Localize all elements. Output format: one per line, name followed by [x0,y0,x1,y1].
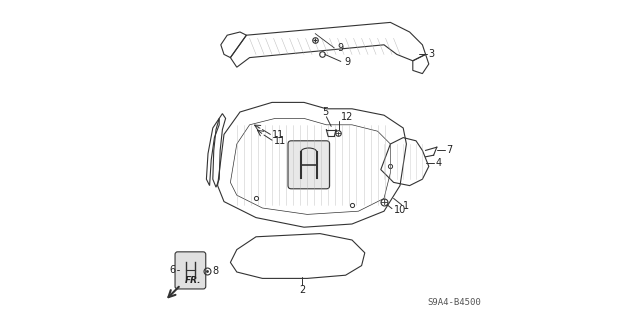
Text: 7: 7 [447,145,452,156]
Text: 4: 4 [435,158,442,168]
Text: 2: 2 [300,284,305,295]
Text: FR.: FR. [185,276,202,285]
Text: 11: 11 [272,130,284,140]
Text: 5: 5 [323,107,328,117]
Text: 8: 8 [212,266,219,276]
Text: 12: 12 [341,112,353,122]
Text: 6: 6 [170,265,176,276]
Text: 9: 9 [344,57,350,67]
Text: 3: 3 [429,49,435,60]
Text: S9A4-B4500: S9A4-B4500 [428,298,481,307]
Text: 11: 11 [274,136,286,146]
FancyBboxPatch shape [175,252,206,289]
Text: 10: 10 [394,205,406,215]
Text: 9: 9 [338,43,344,53]
FancyBboxPatch shape [288,141,330,189]
Text: 1: 1 [403,201,410,212]
